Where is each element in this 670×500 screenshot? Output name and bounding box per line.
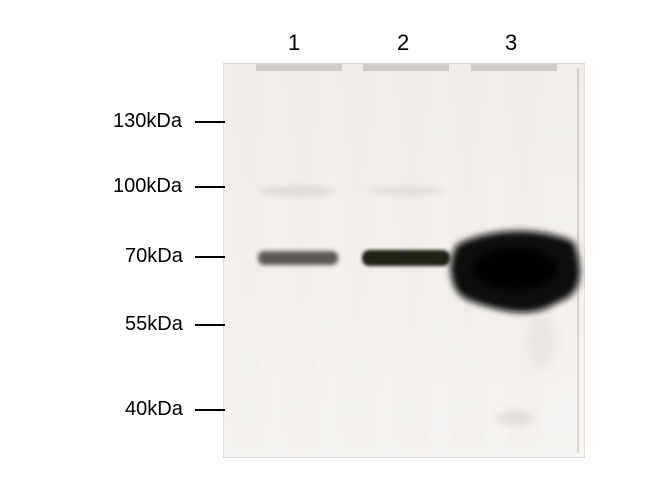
ladder-tick-40kDa: [195, 409, 225, 411]
ladder-tick-130kDa: [195, 121, 225, 123]
ladder-tick-55kDa: [195, 324, 225, 326]
ladder-label-130kDa: 130kDa: [113, 110, 182, 133]
ladder-label-40kDa: 40kDa: [125, 398, 183, 421]
ladder-tick-100kDa: [195, 186, 225, 188]
western-blot-figure: 1 2 3 130kDa 100kDa 70kDa 55kDa 40kDa: [0, 0, 670, 500]
blot-panel: [223, 63, 585, 458]
ladder-tick-70kDa: [195, 256, 225, 258]
lane-label-3: 3: [505, 30, 517, 56]
lane-label-1: 1: [288, 30, 300, 56]
ladder-label-55kDa: 55kDa: [125, 313, 183, 336]
lane-label-2: 2: [397, 30, 409, 56]
ladder-label-70kDa: 70kDa: [125, 245, 183, 268]
ladder-label-100kDa: 100kDa: [113, 175, 182, 198]
